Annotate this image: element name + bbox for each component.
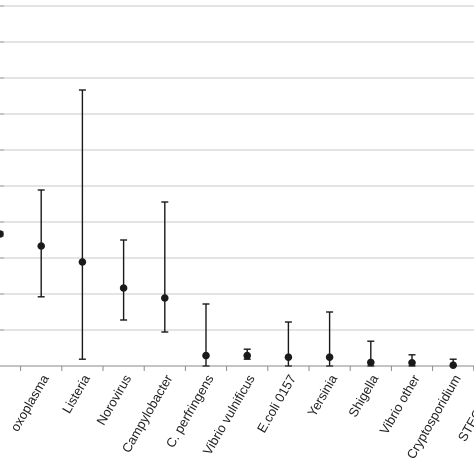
data-point: [367, 358, 375, 367]
data-point: [449, 361, 458, 370]
x-tick-label: Listeria: [59, 371, 93, 415]
error-bars: [0, 89, 457, 367]
data-point: [408, 359, 416, 367]
data-point: [78, 258, 87, 266]
x-tick-label: Vibrio other: [376, 371, 422, 436]
data-point: [119, 284, 128, 292]
x-tick-label: Yersinia: [304, 371, 340, 419]
data-point: [0, 230, 4, 238]
error-bar: [161, 201, 169, 333]
data-point: [37, 242, 45, 250]
data-points: [0, 230, 458, 370]
x-tick-label: oxoplasma: [7, 371, 52, 434]
category-labels: oxoplasma Listeria NorovirusCampylobacterC…: [7, 371, 474, 461]
error-bar: [120, 239, 128, 321]
data-point: [161, 294, 169, 302]
x-tick-label: Shigella: [345, 371, 382, 419]
error-bar: [78, 89, 86, 360]
axes: [0, 5, 474, 371]
data-point: [325, 353, 334, 362]
gridlines: [0, 5, 474, 331]
data-point: [284, 353, 293, 362]
x-tick-label: Norovirus: [93, 372, 134, 428]
data-point: [202, 351, 210, 360]
data-point: [243, 351, 251, 360]
x-tick-label: E.coli 0157: [254, 372, 299, 435]
